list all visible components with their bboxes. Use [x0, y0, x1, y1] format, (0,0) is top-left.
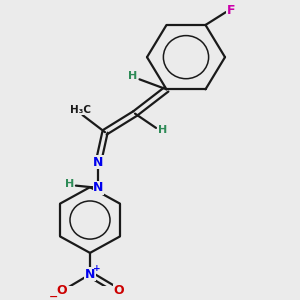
Text: −: − [49, 292, 59, 300]
Text: F: F [227, 4, 236, 17]
Text: H: H [128, 71, 137, 82]
Text: O: O [113, 284, 124, 297]
Text: H₃C: H₃C [70, 105, 91, 115]
Text: N: N [93, 156, 103, 169]
Text: N: N [93, 182, 103, 194]
Text: H: H [65, 179, 74, 189]
Text: O: O [56, 284, 67, 297]
Text: H: H [158, 125, 167, 135]
Text: N: N [85, 268, 95, 281]
Text: +: + [93, 263, 101, 272]
